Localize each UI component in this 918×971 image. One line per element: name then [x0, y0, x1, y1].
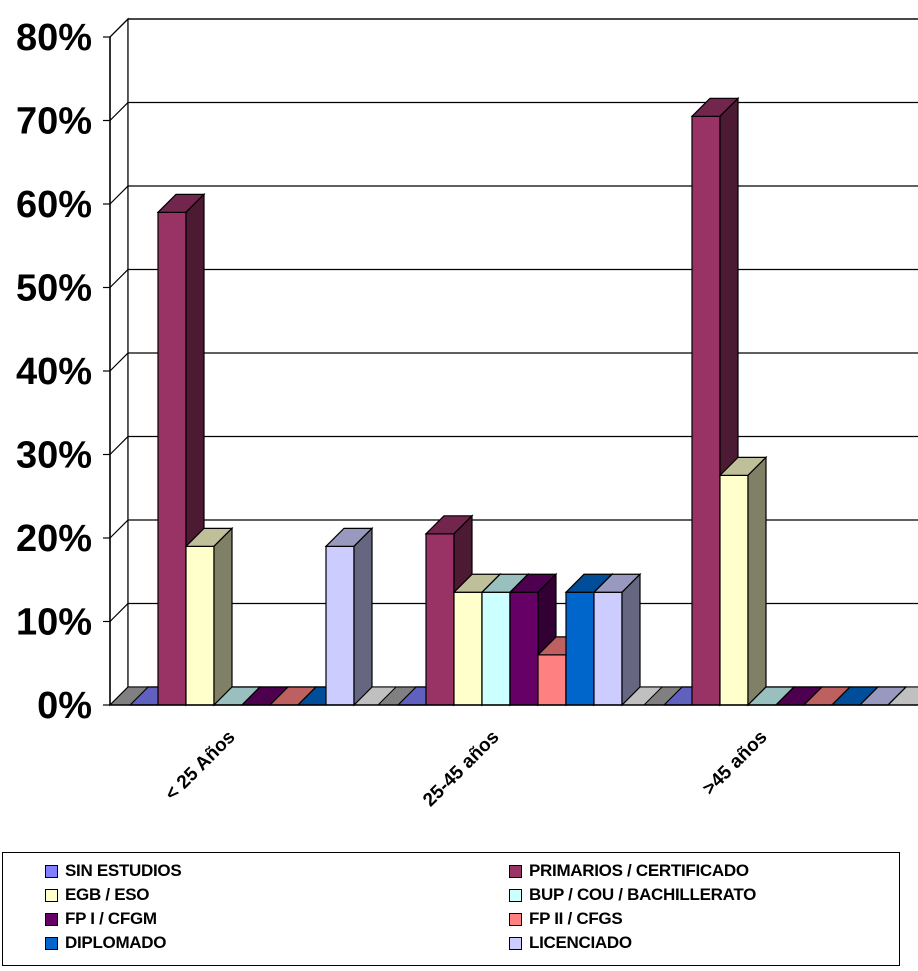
legend-swatch — [45, 912, 58, 926]
y-tick-label: 70% — [16, 101, 92, 143]
x-tick-label: >45 años — [699, 727, 772, 800]
bar-front — [185, 545, 215, 706]
bar — [592, 572, 642, 707]
bar-front — [157, 211, 187, 706]
y-tick-label: 40% — [16, 351, 92, 393]
bar-side — [887, 686, 907, 706]
bar-side — [747, 455, 767, 707]
legend-item: DIPLOMADO — [45, 932, 166, 954]
x-axis-ticks: < 25 Años 25-45 años >45 años — [161, 727, 771, 811]
legend-swatch — [509, 864, 522, 878]
legend-label: PRIMARIOS / CERTIFICADO — [529, 861, 749, 880]
bar — [718, 455, 768, 707]
bar-front — [565, 591, 595, 706]
legend-item: FP I / CFGM — [45, 908, 157, 930]
legend-label: SIN ESTUDIOS — [65, 861, 182, 880]
bar-front — [719, 474, 749, 706]
y-tick-label: 30% — [16, 435, 92, 477]
legend-swatch — [509, 888, 522, 902]
legend-label: DIPLOMADO — [65, 933, 167, 952]
bar-front — [325, 545, 355, 706]
gridline — [109, 18, 918, 38]
x-tick-label: < 25 Años — [161, 727, 239, 805]
bar-front — [691, 115, 721, 706]
legend-item: PRIMARIOS / CERTIFICADO — [509, 860, 749, 882]
legend-swatch — [509, 936, 522, 950]
y-axis-ticks: 0% 10% 20% 30% 40% 50% 60% 70% 80% — [16, 17, 111, 727]
legend-swatch — [45, 864, 58, 878]
legend-label: EGB / ESO — [65, 885, 150, 904]
bar-front — [509, 591, 539, 706]
bar-front — [453, 591, 483, 706]
gridline — [109, 435, 918, 455]
legend-label: FP I / CFGM — [65, 909, 157, 928]
legend-label: LICENCIADO — [529, 933, 632, 952]
bar-chart: 0% 10% 20% 30% 40% 50% 60% 70% 80% < 25 Años 25-4… — [16, 17, 918, 811]
y-tick-label: 60% — [16, 184, 92, 226]
bar-side — [213, 526, 233, 707]
bar-front — [481, 591, 511, 706]
y-tick-label: 10% — [16, 602, 92, 644]
legend-label: BUP / COU / BACHILLERATO — [529, 885, 757, 904]
legend: SIN ESTUDIOS PRIMARIOS / CERTIFICADO EGB /… — [2, 852, 900, 966]
y-tick-label: 50% — [16, 268, 92, 310]
legend-item: SIN ESTUDIOS — [45, 860, 182, 882]
gridline — [109, 185, 918, 205]
gridline — [109, 352, 918, 372]
legend-swatch — [45, 936, 58, 950]
bars — [108, 96, 918, 707]
bar-front — [537, 654, 567, 706]
bar — [324, 526, 374, 707]
legend-swatch — [45, 888, 58, 902]
legend-item: EGB / ESO — [45, 884, 150, 906]
legend-item: LICENCIADO — [509, 932, 632, 954]
legend-label: FP II / CFGS — [529, 909, 623, 928]
legend-item: BUP / COU / BACHILLERATO — [509, 884, 756, 906]
y-tick-label: 0% — [37, 685, 92, 727]
legend-item: FP II / CFGS — [509, 908, 623, 930]
gridline — [109, 519, 918, 539]
bar-front — [593, 591, 623, 706]
y-tick-label: 20% — [16, 518, 92, 560]
bar-side — [621, 572, 641, 707]
bar-side — [353, 526, 373, 707]
x-tick-label: 25-45 años — [419, 727, 503, 811]
gridline — [109, 602, 918, 622]
gridline — [109, 268, 918, 288]
bar-front — [425, 533, 455, 706]
bar — [184, 526, 234, 707]
y-tick-label: 80% — [16, 17, 92, 59]
gridlines — [109, 18, 918, 622]
legend-swatch — [509, 912, 522, 926]
gridline — [109, 101, 918, 121]
